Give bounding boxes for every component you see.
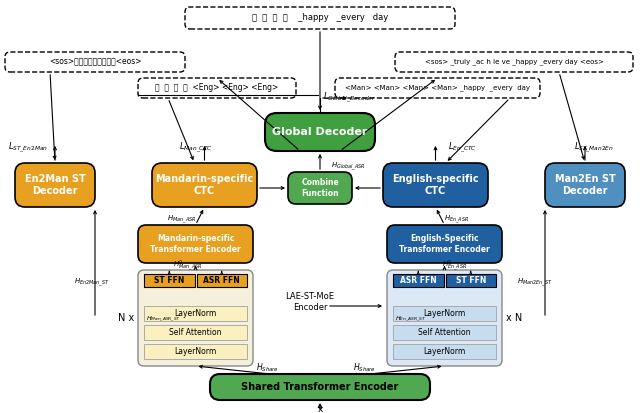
Text: $H^0_{En\_ASR}$: $H^0_{En\_ASR}$ xyxy=(442,259,467,274)
FancyBboxPatch shape xyxy=(387,225,502,263)
Text: Mandarin-specific
Transformer Encoder: Mandarin-specific Transformer Encoder xyxy=(150,234,241,254)
Text: ST FFN: ST FFN xyxy=(154,276,184,285)
Text: LayerNorm: LayerNorm xyxy=(174,309,216,318)
Text: $H_{En\_ASR\_ST}$: $H_{En\_ASR\_ST}$ xyxy=(395,315,426,323)
Text: Mandarin-specific
CTC: Mandarin-specific CTC xyxy=(156,174,253,196)
Text: $L_{ST\_En2Man}$: $L_{ST\_En2Man}$ xyxy=(8,141,48,155)
Text: LAE-ST-MoE
Encoder: LAE-ST-MoE Encoder xyxy=(285,292,335,312)
Text: $H_{Man\_ASR\_ST}$: $H_{Man\_ASR\_ST}$ xyxy=(146,315,181,323)
Text: Man2En ST
Decoder: Man2En ST Decoder xyxy=(555,174,616,196)
FancyBboxPatch shape xyxy=(395,52,633,72)
Text: $H_{En2Man\_ST}$: $H_{En2Man\_ST}$ xyxy=(74,277,110,289)
Text: x N: x N xyxy=(506,313,522,323)
Bar xyxy=(393,325,496,340)
Bar xyxy=(393,306,496,321)
Text: LayerNorm: LayerNorm xyxy=(424,309,466,318)
FancyBboxPatch shape xyxy=(138,78,296,98)
Text: $L_{ST\_Man2En}$: $L_{ST\_Man2En}$ xyxy=(574,141,614,155)
Text: $H_{En\_ASR}$: $H_{En\_ASR}$ xyxy=(444,214,469,226)
FancyBboxPatch shape xyxy=(288,172,352,204)
Bar xyxy=(144,325,247,340)
Text: Shared Transformer Encoder: Shared Transformer Encoder xyxy=(241,382,399,392)
FancyBboxPatch shape xyxy=(5,52,185,72)
Text: En2Man ST
Decoder: En2Man ST Decoder xyxy=(24,174,85,196)
Bar xyxy=(196,274,247,287)
FancyBboxPatch shape xyxy=(387,270,502,366)
Text: <Man> <Man> <Man> <Man> _happy  _every  day: <Man> <Man> <Man> <Man> _happy _every da… xyxy=(345,85,530,91)
Text: Combine
Function: Combine Function xyxy=(301,178,339,198)
Bar xyxy=(144,344,247,359)
FancyBboxPatch shape xyxy=(383,163,488,207)
Text: ST FFN: ST FFN xyxy=(456,276,486,285)
Bar xyxy=(445,274,496,287)
Text: $H_{Man2En\_ST}$: $H_{Man2En\_ST}$ xyxy=(517,277,553,289)
Text: N x: N x xyxy=(118,313,134,323)
Bar xyxy=(144,274,195,287)
Text: $H_{Share}$: $H_{Share}$ xyxy=(257,362,280,374)
FancyBboxPatch shape xyxy=(185,7,455,29)
Text: <sos> _truly _ac h ie ve _happy _every day <eos>: <sos> _truly _ac h ie ve _happy _every d… xyxy=(424,59,604,65)
Text: $L_{Global\_Decoder}$: $L_{Global\_Decoder}$ xyxy=(323,91,376,105)
Text: Self Attention: Self Attention xyxy=(169,328,221,337)
Text: $H_{Man\_ASR}$: $H_{Man\_ASR}$ xyxy=(167,214,196,226)
FancyBboxPatch shape xyxy=(545,163,625,207)
Text: 真  正  做  到    _happy   _every   day: 真 正 做 到 _happy _every day xyxy=(252,14,388,22)
FancyBboxPatch shape xyxy=(210,374,430,400)
FancyBboxPatch shape xyxy=(335,78,540,98)
FancyBboxPatch shape xyxy=(15,163,95,207)
Text: LayerNorm: LayerNorm xyxy=(174,347,216,356)
Bar xyxy=(393,344,496,359)
FancyBboxPatch shape xyxy=(152,163,257,207)
Text: English-Specific
Transformer Encoder: English-Specific Transformer Encoder xyxy=(399,234,490,254)
Text: Global Decoder: Global Decoder xyxy=(272,127,368,137)
FancyBboxPatch shape xyxy=(265,113,375,151)
Text: $H_{Share}$: $H_{Share}$ xyxy=(353,362,376,374)
FancyBboxPatch shape xyxy=(138,270,253,366)
Text: 真  正  做  到  <Eng> <Eng> <Eng>: 真 正 做 到 <Eng> <Eng> <Eng> xyxy=(156,83,278,93)
Text: $L_{Man\_CTC}$: $L_{Man\_CTC}$ xyxy=(179,141,213,155)
FancyBboxPatch shape xyxy=(138,225,253,263)
Text: ASR FFN: ASR FFN xyxy=(204,276,240,285)
Bar xyxy=(144,306,247,321)
Text: English-specific
CTC: English-specific CTC xyxy=(392,174,479,196)
Text: $L_{En\_CTC}$: $L_{En\_CTC}$ xyxy=(447,141,476,155)
Bar xyxy=(393,274,444,287)
Text: ASR FFN: ASR FFN xyxy=(400,276,436,285)
Text: <sos>真正做到开心每一天<eos>: <sos>真正做到开心每一天<eos> xyxy=(49,57,141,66)
Text: $H_{Global\_ASR}$: $H_{Global\_ASR}$ xyxy=(331,161,365,173)
Text: LayerNorm: LayerNorm xyxy=(424,347,466,356)
Text: Self Attention: Self Attention xyxy=(419,328,471,337)
Text: x: x xyxy=(317,404,323,413)
Text: $H^0_{Man\_ASR}$: $H^0_{Man\_ASR}$ xyxy=(173,259,202,274)
